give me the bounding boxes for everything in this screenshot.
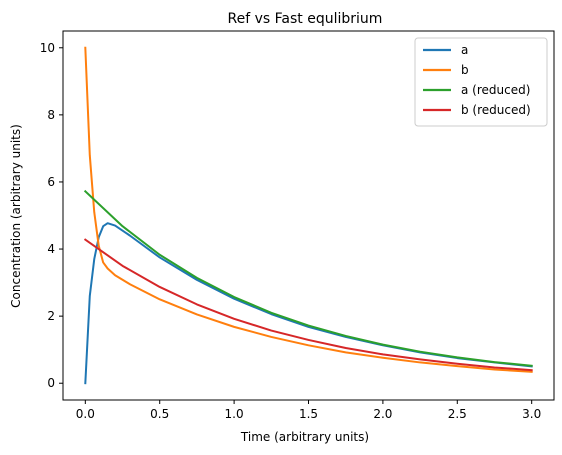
x-tick-label: 3.0 [522,407,541,421]
y-axis-label: Concentration (arbitrary units) [9,124,23,308]
legend-label: b (reduced) [461,103,531,117]
x-tick-label: 1.5 [299,407,318,421]
x-axis-label: Time (arbitrary units) [240,430,369,444]
chart-title: Ref vs Fast equlibrium [228,11,383,27]
series-line-b-reduced [83,238,533,372]
legend-label: b [461,63,469,77]
x-tick-label: 0.5 [150,407,169,421]
series-line-b [84,46,533,373]
y-tick-label: 4 [47,242,55,256]
y-tick-label: 10 [40,41,55,55]
y-tick-label: 8 [47,108,55,122]
legend-label: a (reduced) [461,83,530,97]
plot-area [83,46,533,385]
x-tick-label: 2.0 [373,407,392,421]
x-tick-label: 1.0 [225,407,244,421]
y-tick-label: 0 [47,376,55,390]
series-line-a-reduced [83,189,533,367]
y-tick-label: 6 [47,175,55,189]
x-tick-label: 0.0 [76,407,95,421]
x-tick-label: 2.5 [448,407,467,421]
ticks: 0.0 0.5 1.0 1.5 2.0 2.5 3.0 0 2 4 6 8 10 [40,41,542,421]
y-tick-label: 2 [47,309,55,323]
legend: ab a (reduced) b (reduced) [414,37,548,127]
legend-box [414,37,548,127]
legend-label: a [461,43,468,57]
